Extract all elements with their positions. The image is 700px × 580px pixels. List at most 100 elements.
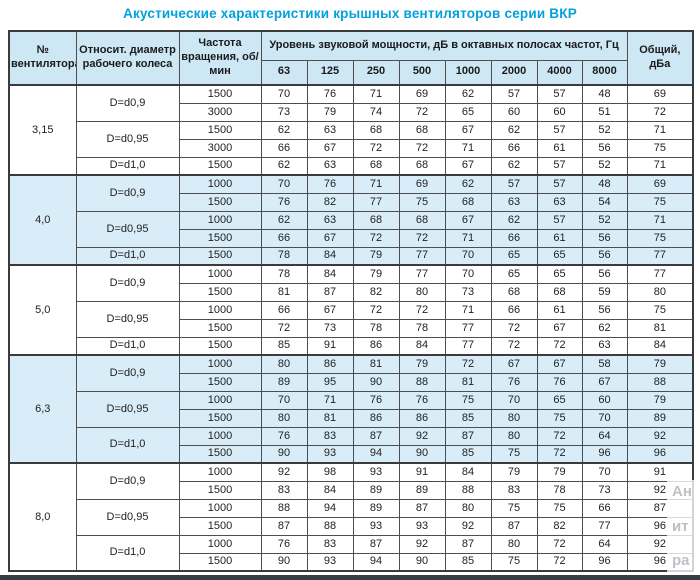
col-header-freq-4000: 4000 — [536, 59, 583, 86]
level-cell: 72 — [398, 300, 446, 320]
level-cell: 76 — [260, 426, 308, 446]
level-cell: 87 — [398, 498, 446, 518]
speed-cell: 1500 — [178, 318, 262, 338]
level-cell: 66 — [581, 498, 628, 518]
level-cell: 71 — [306, 390, 354, 410]
level-cell: 68 — [398, 120, 446, 140]
col-header-fan-number: № вентилятора — [8, 30, 77, 86]
level-cell: 76 — [260, 192, 308, 212]
level-cell: 63 — [536, 192, 583, 212]
level-cell: 80 — [490, 534, 538, 554]
table-header: № вентилятора Относит. диаметр рабочего … — [8, 30, 694, 86]
level-cell: 70 — [581, 462, 628, 482]
level-cell: 93 — [306, 444, 354, 464]
level-cell: 70 — [260, 174, 308, 194]
level-cell: 65 — [490, 246, 538, 266]
total-level-cell: 75 — [626, 300, 694, 320]
header-row-frequencies: 63 125 250 500 1000 2000 4000 8000 — [9, 59, 693, 86]
diameter-cell: D=d0,9 — [75, 84, 180, 122]
level-cell: 60 — [490, 102, 538, 122]
level-cell: 91 — [306, 336, 354, 356]
total-level-cell: 71 — [626, 156, 694, 176]
level-cell: 95 — [306, 372, 354, 392]
level-cell: 89 — [260, 372, 308, 392]
speed-cell: 1000 — [178, 390, 262, 410]
table-row: D=d1,0 1500 62 63 68 68 67 62 57 52 71 — [9, 156, 694, 176]
level-cell: 84 — [306, 264, 354, 284]
level-cell: 52 — [581, 210, 628, 230]
table-row: 3,15 D=d0,9 1500 70 76 71 69 62 57 57 48 69 — [8, 84, 694, 176]
table-row: 1500 80 81 86 86 85 80 75 70 89 — [9, 408, 694, 428]
level-cell: 75 — [536, 498, 583, 518]
level-cell: 74 — [352, 102, 400, 122]
total-level-cell: 77 — [626, 264, 694, 284]
acoustic-characteristics-table: № вентилятора Относит. диаметр рабочего … — [8, 30, 695, 572]
level-cell: 78 — [260, 264, 308, 284]
level-cell: 96 — [581, 552, 628, 572]
level-cell: 73 — [581, 480, 628, 500]
col-header-freq-500: 500 — [398, 59, 446, 86]
level-cell: 85 — [260, 336, 308, 356]
speed-cell: 1500 — [178, 336, 262, 356]
level-cell: 76 — [536, 372, 583, 392]
level-cell: 57 — [490, 84, 538, 104]
diameter-cell: D=d0,9 — [75, 462, 180, 500]
level-cell: 62 — [260, 210, 308, 230]
level-cell: 68 — [490, 282, 538, 302]
level-cell: 67 — [490, 354, 538, 374]
table-row: 1500 72 73 78 78 77 72 67 62 81 — [9, 318, 694, 338]
level-cell: 62 — [260, 120, 308, 140]
level-cell: 78 — [352, 318, 400, 338]
level-cell: 88 — [260, 498, 308, 518]
level-cell: 92 — [398, 534, 446, 554]
level-cell: 63 — [490, 192, 538, 212]
level-cell: 62 — [444, 84, 492, 104]
level-cell: 58 — [581, 354, 628, 374]
level-cell: 56 — [581, 228, 628, 248]
level-cell: 61 — [536, 228, 583, 248]
level-cell: 67 — [306, 228, 354, 248]
level-cell: 64 — [581, 534, 628, 554]
level-cell: 72 — [352, 300, 400, 320]
speed-cell: 1500 — [178, 84, 262, 104]
table-row: 1500 76 82 77 75 68 63 63 54 75 — [9, 192, 694, 212]
level-cell: 73 — [306, 318, 354, 338]
level-cell: 83 — [260, 480, 308, 500]
speed-cell: 1000 — [178, 264, 262, 284]
level-cell: 79 — [536, 462, 583, 482]
level-cell: 78 — [536, 480, 583, 500]
level-cell: 72 — [352, 138, 400, 158]
total-level-cell: 79 — [626, 390, 694, 410]
level-cell: 71 — [444, 138, 492, 158]
level-cell: 88 — [444, 480, 492, 500]
level-cell: 69 — [398, 174, 446, 194]
total-level-cell: 69 — [626, 174, 694, 194]
level-cell: 72 — [490, 318, 538, 338]
level-cell: 70 — [260, 390, 308, 410]
col-header-freq-250: 250 — [352, 59, 400, 86]
level-cell: 72 — [536, 336, 583, 356]
total-level-cell: 75 — [626, 228, 694, 248]
level-cell: 84 — [444, 462, 492, 482]
level-cell: 70 — [444, 264, 492, 284]
table-row: 1500 90 93 94 90 85 75 72 96 96 — [9, 552, 694, 572]
level-cell: 79 — [490, 462, 538, 482]
level-cell: 70 — [444, 246, 492, 266]
diameter-cell: D=d0,95 — [75, 120, 180, 158]
fan-number-cell: 6,3 — [8, 354, 77, 464]
level-cell: 72 — [444, 354, 492, 374]
level-cell: 67 — [444, 156, 492, 176]
level-cell: 62 — [490, 120, 538, 140]
total-level-cell: 75 — [626, 192, 694, 212]
speed-cell: 1500 — [178, 192, 262, 212]
level-cell: 56 — [581, 138, 628, 158]
diameter-cell: D=d1,0 — [75, 534, 180, 572]
total-level-cell: 77 — [626, 246, 694, 266]
level-cell: 85 — [444, 444, 492, 464]
level-cell: 57 — [490, 174, 538, 194]
watermark-overlay: Ан ит ра — [667, 480, 700, 572]
table-row: 3000 66 67 72 72 71 66 61 56 75 — [9, 138, 694, 158]
level-cell: 66 — [490, 228, 538, 248]
level-cell: 82 — [306, 192, 354, 212]
level-cell: 89 — [352, 480, 400, 500]
